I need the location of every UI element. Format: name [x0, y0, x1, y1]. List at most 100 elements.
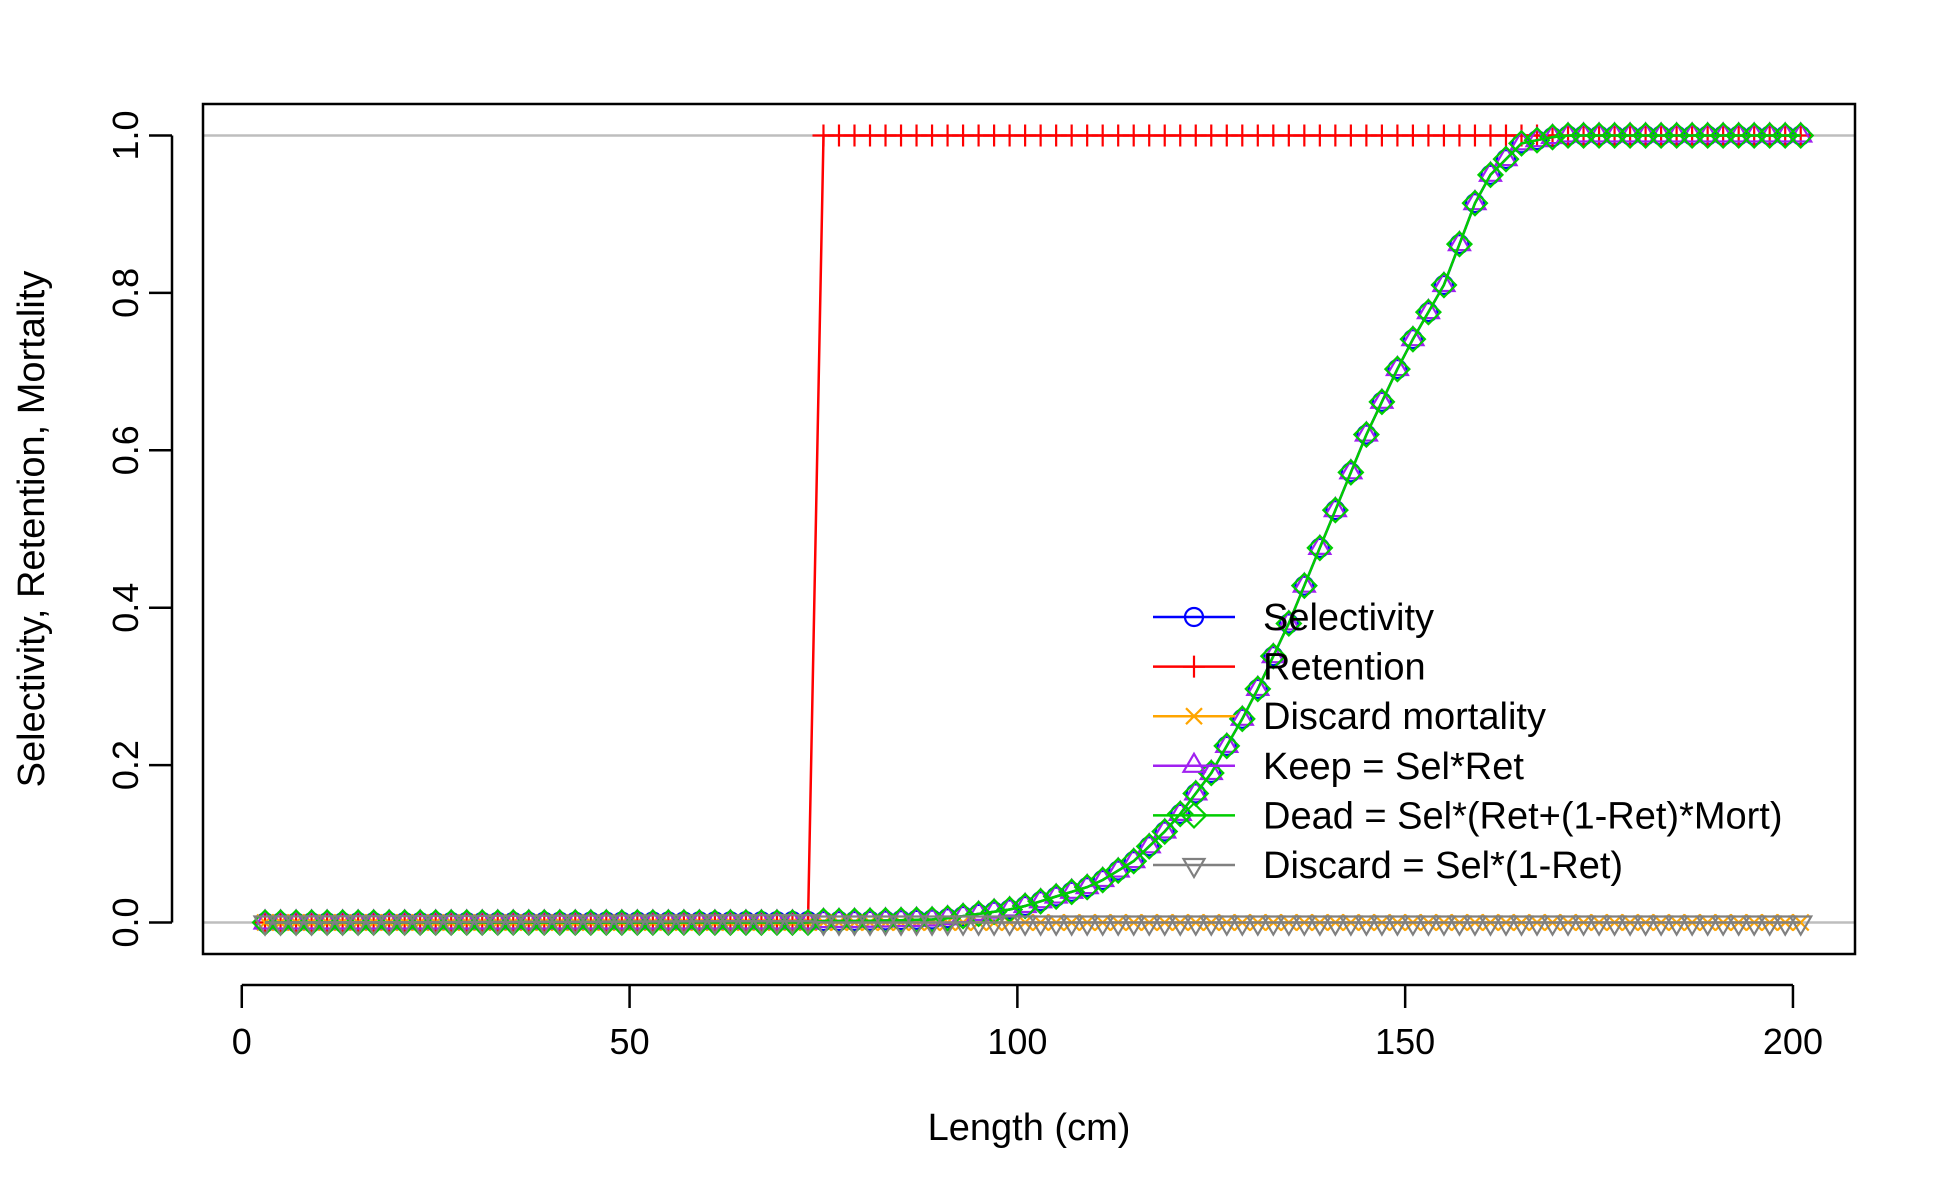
- data-point: [1772, 915, 1798, 937]
- data-point: [1493, 144, 1519, 167]
- data-point: [749, 914, 774, 936]
- data-point: [624, 914, 650, 936]
- data-point: [1012, 915, 1038, 937]
- data-point: [1092, 869, 1113, 891]
- data-point: [578, 914, 604, 936]
- data-point: [1090, 915, 1116, 937]
- series-triangle-down: [252, 913, 1814, 937]
- data-point: [1447, 915, 1472, 937]
- data-point: [811, 915, 836, 937]
- data-point: [780, 914, 805, 936]
- data-point: [1617, 915, 1643, 937]
- data-point: [1464, 193, 1486, 214]
- data-point: [1402, 329, 1424, 350]
- legend-label: Dead = Sel*(Ret+(1-Ret)*Mort): [1263, 795, 1783, 837]
- y-tick-label: 0.0: [105, 897, 146, 947]
- data-point: [764, 914, 790, 936]
- data-point: [1369, 915, 1395, 937]
- legend-marker: [1183, 606, 1205, 628]
- legend-item: Keep = Sel*Ret: [1153, 746, 1524, 788]
- data-point: [1228, 705, 1256, 733]
- data-point: [1121, 846, 1147, 869]
- data-point: [1136, 832, 1162, 854]
- data-point: [671, 914, 697, 936]
- data-point: [1291, 915, 1317, 937]
- data-point: [1430, 271, 1458, 299]
- data-point: [1183, 915, 1209, 937]
- data-point: [469, 914, 495, 937]
- data-point: [1232, 708, 1253, 729]
- y-tick-label: 0.4: [105, 583, 146, 633]
- data-point: [330, 915, 356, 937]
- legend: Selectivity Retention Discard mortality Kee…: [1153, 597, 1783, 887]
- data-point: [950, 915, 976, 937]
- data-point: [1340, 462, 1361, 483]
- data-point: [1151, 817, 1179, 846]
- data-point: [268, 915, 293, 937]
- data-point: [1478, 160, 1503, 182]
- series-layer: [251, 121, 1815, 937]
- data-point: [438, 914, 464, 937]
- data-point: [1495, 148, 1517, 170]
- legend-marker: [1185, 707, 1203, 725]
- x-tick-label: 200: [1763, 1021, 1823, 1062]
- data-point: [252, 915, 278, 937]
- data-point: [1445, 230, 1474, 258]
- data-point: [1710, 915, 1736, 937]
- data-point: [1352, 421, 1380, 449]
- data-point: [1695, 915, 1721, 937]
- data-point: [1741, 915, 1767, 937]
- data-point: [1461, 189, 1489, 217]
- y-axis: 0.0 0.2 0.4 0.6 0.8 1.0: [105, 110, 174, 948]
- data-point: [1275, 609, 1303, 637]
- legend-label: Discard = Sel*(1-Ret): [1263, 845, 1623, 887]
- data-point: [1414, 298, 1442, 326]
- data-point: [1276, 609, 1302, 631]
- data-point: [1524, 126, 1550, 148]
- data-point: [1726, 915, 1752, 937]
- legend-item: Dead = Sel*(Ret+(1-Ret)*Mort): [1153, 795, 1783, 837]
- data-point: [1387, 358, 1408, 380]
- data-point: [1602, 915, 1627, 937]
- data-point: [1290, 572, 1318, 600]
- data-point: [500, 914, 526, 937]
- data-point: [655, 914, 681, 936]
- data-point: [717, 914, 743, 936]
- data-point: [1059, 915, 1085, 937]
- data-point: [392, 915, 418, 937]
- data-point: [1540, 915, 1565, 937]
- data-point: [1524, 915, 1550, 937]
- data-point: [795, 913, 821, 936]
- x-tick-label: 100: [987, 1021, 1047, 1062]
- data-point: [1431, 270, 1457, 293]
- data-point: [981, 915, 1007, 937]
- data-point: [1353, 420, 1379, 442]
- data-point: [1167, 915, 1193, 937]
- data-point: [1384, 915, 1410, 937]
- data-point: [1538, 123, 1567, 151]
- data-point: [1586, 915, 1612, 937]
- data-point: [904, 915, 929, 937]
- data-point: [965, 900, 993, 928]
- data-point: [1416, 297, 1441, 320]
- data-point: [1383, 355, 1411, 383]
- data-point: [376, 915, 402, 937]
- data-point: [1307, 533, 1333, 555]
- data-point: [1074, 915, 1100, 937]
- data-point: [1431, 915, 1457, 937]
- data-point: [1229, 915, 1255, 937]
- data-point: [485, 914, 511, 937]
- data-point: [562, 914, 588, 936]
- data-point: [1214, 731, 1240, 754]
- data-point: [1291, 571, 1317, 593]
- legend-marker: [1181, 857, 1207, 880]
- legend-marker: [1180, 801, 1208, 829]
- legend-label: Discard mortality: [1263, 696, 1546, 738]
- data-point: [1198, 758, 1224, 781]
- data-point: [1136, 915, 1162, 937]
- data-point: [1027, 887, 1055, 915]
- data-point: [1120, 847, 1148, 875]
- data-point: [1259, 642, 1287, 670]
- data-point: [1788, 915, 1814, 937]
